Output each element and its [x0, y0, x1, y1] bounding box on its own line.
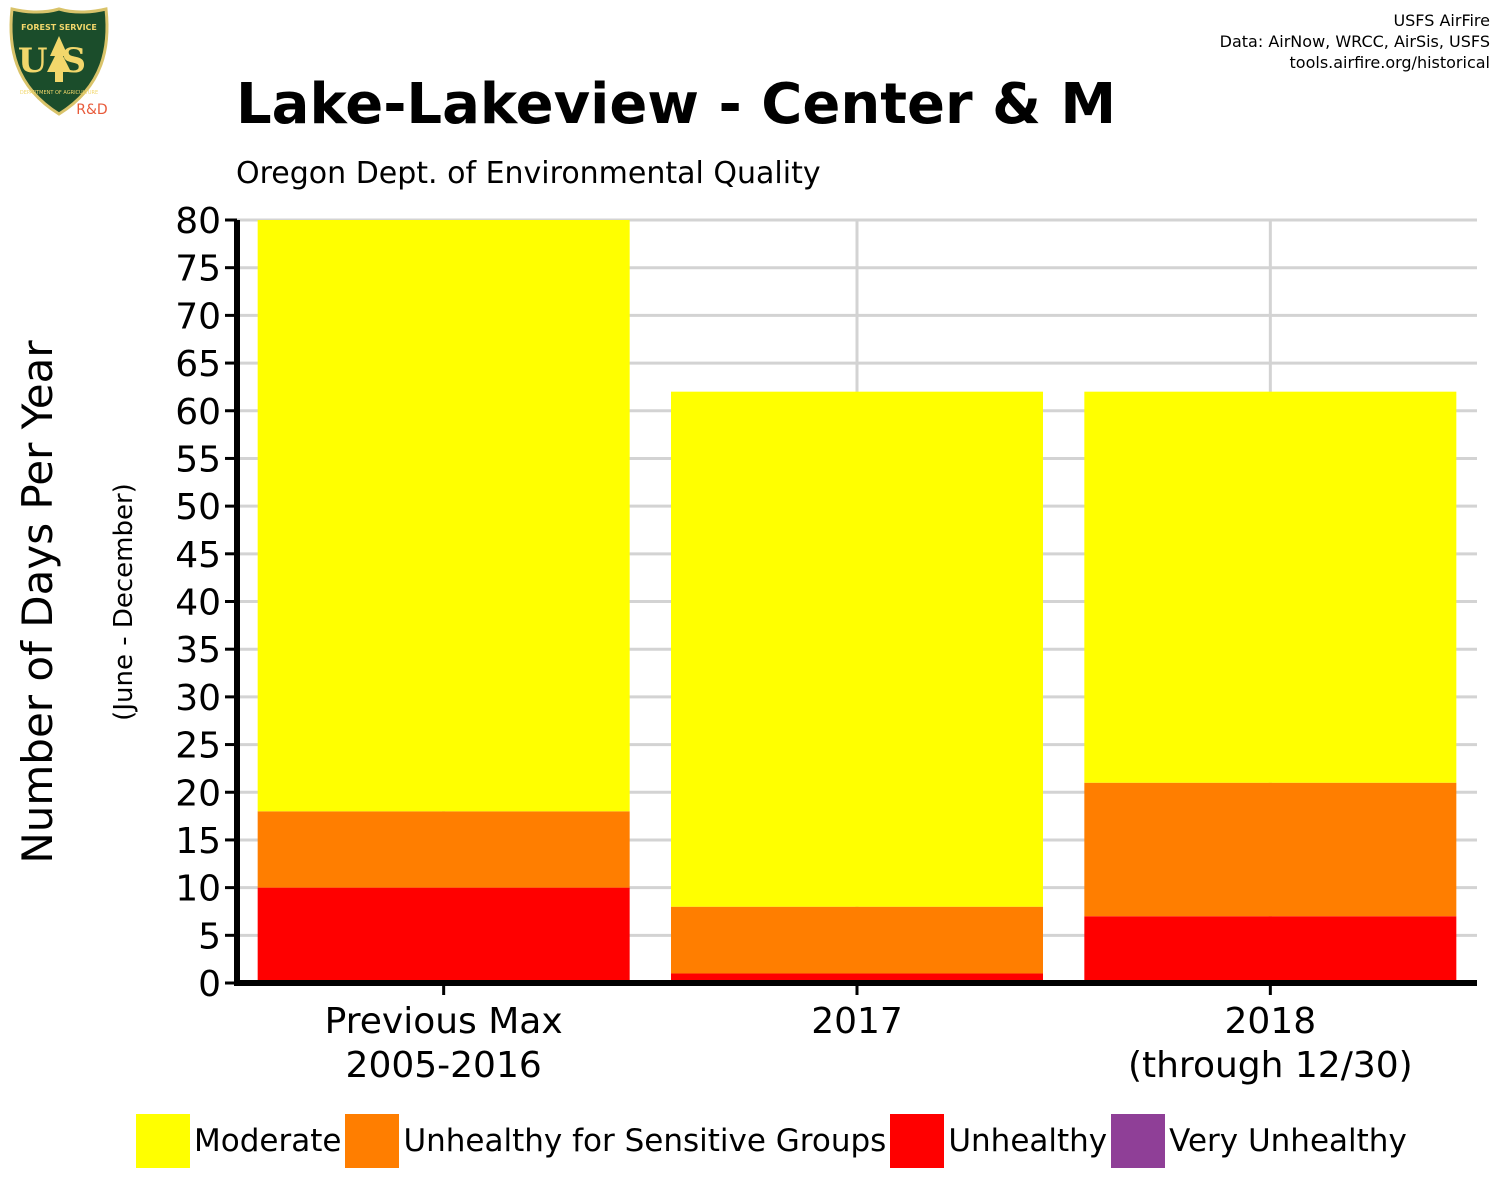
bar-segment: [1084, 782, 1457, 917]
y-tick-label: 60: [175, 392, 221, 433]
y-tick-label: 75: [175, 249, 221, 290]
x-tick-label: 2017: [811, 1001, 903, 1042]
bar-segment: [257, 811, 630, 888]
bar-segment: [1084, 916, 1457, 983]
y-tick-label: 65: [175, 344, 221, 385]
legend-swatch: [1111, 1114, 1166, 1168]
y-axis-note: (June - December): [109, 483, 139, 721]
legend-swatch: [136, 1114, 190, 1168]
y-tick-label: 55: [175, 439, 221, 480]
chart-title: Lake-Lakeview - Center & M: [236, 72, 1117, 137]
x-tick-label: (through 12/30): [1128, 1045, 1413, 1086]
y-tick-label: 20: [175, 773, 221, 814]
credit-line: USFS AirFire: [1393, 11, 1490, 30]
bar-segment: [671, 391, 1043, 907]
y-tick-label: 50: [175, 487, 221, 528]
credit-line: Data: AirNow, WRCC, AirSis, USFS: [1219, 32, 1490, 51]
bars: [257, 220, 1457, 983]
y-tick-label: 40: [175, 583, 221, 624]
y-tick-label: 45: [175, 535, 221, 576]
legend-label: Unhealthy for Sensitive Groups: [403, 1123, 887, 1159]
y-tick-label: 10: [175, 869, 221, 910]
bar-segment: [671, 906, 1043, 974]
credit-line: tools.airfire.org/historical: [1289, 53, 1490, 72]
legend-item: Very Unhealthy: [1111, 1114, 1411, 1168]
credits: USFS AirFire Data: AirNow, WRCC, AirSis,…: [1220, 10, 1490, 73]
y-tick-label: 70: [175, 296, 221, 337]
y-tick-label: 80: [175, 201, 221, 242]
legend-item: Unhealthy: [890, 1114, 1111, 1168]
legend-item: Moderate: [136, 1114, 345, 1168]
y-tick-label: 25: [175, 726, 221, 767]
logo-agency-text: FOREST SERVICE: [21, 23, 97, 32]
logo-monogram: US: [18, 41, 100, 81]
x-tick-label: 2018: [1225, 1001, 1317, 1042]
axes: [225, 218, 1477, 995]
logo-suffix: R&D: [76, 102, 107, 118]
bar-segment: [1084, 391, 1457, 783]
legend-label: Moderate: [194, 1123, 342, 1159]
logo-dept-text: DEPARTMENT OF AGRICULTURE: [20, 90, 98, 96]
y-tick-labels: 0 5 10 15 20 25 30 35 40 45 50 55 60 65 70 75 80: [175, 201, 221, 1005]
y-tick-label: 15: [175, 821, 221, 862]
bar-segment: [257, 887, 630, 983]
legend-label: Very Unhealthy: [1169, 1123, 1407, 1159]
legend-swatch: [345, 1114, 400, 1168]
x-tick-label: Previous Max: [325, 1001, 563, 1042]
bar-segment: [671, 973, 1043, 983]
y-tick-label: 30: [175, 678, 221, 719]
legend-label: Unhealthy: [948, 1123, 1108, 1159]
tree-icon: [47, 36, 71, 82]
y-tick-label: 0: [198, 964, 221, 1005]
y-axis-label: Number of Days Per Year: [13, 340, 62, 864]
legend-swatch: [890, 1114, 945, 1168]
y-tick-label: 35: [175, 630, 221, 671]
x-tick-label: 2005-2016: [346, 1045, 542, 1086]
y-tick-label: 5: [198, 916, 221, 957]
chart-subtitle: Oregon Dept. of Environmental Quality: [236, 156, 821, 191]
legend-item: Unhealthy for Sensitive Groups: [345, 1114, 890, 1168]
legend: Moderate Unhealthy for Sensitive Groups Un…: [136, 1114, 1411, 1168]
bar-segment: [257, 220, 630, 812]
usfs-logo: FOREST SERVICE US DEPARTMENT OF AGRICULT…: [9, 7, 109, 118]
